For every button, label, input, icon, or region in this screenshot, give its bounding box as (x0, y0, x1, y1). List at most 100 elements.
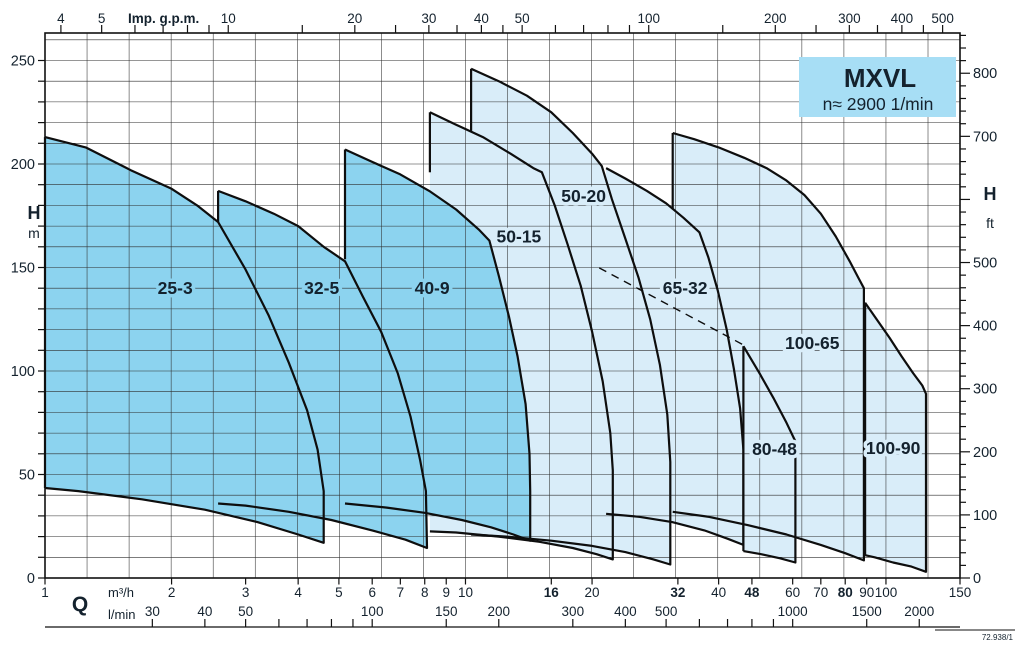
head-ft-label: 400 (973, 319, 997, 335)
envelope-label-40-9: 40-9 (415, 278, 450, 298)
m3h-label: 70 (813, 585, 828, 600)
envelope-outline-25-3 (44, 136, 325, 544)
left-axis-unit-label: m (28, 225, 40, 241)
envelope-outline-50-15 (429, 111, 614, 561)
gpm-label: 20 (347, 11, 362, 26)
head-ft-label: 500 (973, 256, 997, 272)
envelope-outline-80-48 (742, 345, 797, 564)
gpm-label: 300 (838, 11, 861, 26)
lmin-label: 50 (238, 604, 253, 619)
footnote-code: 72.938/1 (982, 633, 1014, 642)
gpm-label: 100 (637, 11, 660, 26)
m3h-label: 4 (294, 585, 302, 600)
envelope-label-100-90: 100-90 (866, 438, 921, 458)
m3h-label: 7 (397, 585, 405, 600)
gpm-label: 4 (57, 11, 65, 26)
envelope-label-100-65: 100-65 (785, 333, 840, 353)
gpm-label: 10 (221, 11, 236, 26)
envelope-label-25-3: 25-3 (158, 278, 193, 298)
m3h-label: 16 (544, 585, 560, 600)
lmin-label: 400 (614, 604, 637, 619)
m3h-label: 48 (744, 585, 760, 600)
envelope-fills (45, 68, 926, 572)
envelope-label-50-20: 50-20 (561, 186, 606, 206)
right-axis-unit-label: ft (986, 215, 994, 231)
head-ft-label: 700 (973, 129, 997, 145)
head-m-label: 50 (19, 468, 35, 484)
model-name: MXVL (844, 63, 916, 93)
gpm-label: 30 (421, 11, 436, 26)
m3h-label: 10 (458, 585, 473, 600)
top-axis-unit-label: Imp. g.p.m. (128, 11, 199, 26)
envelope-fill-80-48 (743, 346, 796, 563)
lmin-label: 2000 (904, 604, 934, 619)
envelope-label-80-48: 80-48 (752, 439, 797, 459)
lmin-label: 300 (562, 604, 585, 619)
m3h-label: 3 (242, 585, 250, 600)
envelope-outline-100-65 (672, 131, 865, 562)
m3h-label: 6 (368, 585, 376, 600)
m3h-label: 20 (585, 585, 600, 600)
head-ft-label: 0 (973, 571, 981, 587)
gpm-label: 500 (931, 11, 954, 26)
head-ft-label: 200 (973, 445, 997, 461)
lmin-label: 1000 (778, 604, 808, 619)
title-box-background (799, 57, 956, 117)
m3h-label: 5 (335, 585, 343, 600)
head-ft-label: 800 (973, 66, 997, 82)
gpm-label: 40 (474, 11, 489, 26)
m3h-label: 40 (711, 585, 726, 600)
lmin-label: 100 (361, 604, 384, 619)
head-ft-label: 100 (973, 508, 997, 524)
head-m-label: 200 (11, 157, 35, 173)
flow-unit-m3h-label: m³/h (108, 585, 134, 600)
lmin-label: 1500 (852, 604, 882, 619)
lmin-label: 200 (488, 604, 511, 619)
m3h-label: 80 (838, 585, 853, 600)
lmin-label: 40 (197, 604, 212, 619)
m3h-label: 9 (442, 585, 450, 600)
head-m-label: 100 (11, 364, 35, 380)
lmin-label: 30 (145, 604, 160, 619)
title-box: MXVL n≈ 2900 1/min (799, 57, 956, 117)
head-m-label: 0 (27, 571, 35, 587)
lmin-label: 150 (435, 604, 458, 619)
flow-axis-label: Q (72, 593, 88, 616)
envelope-outline-100-90 (864, 302, 928, 573)
gpm-label: 200 (764, 11, 787, 26)
right-axis-head-label: H (984, 184, 997, 204)
head-ft-label: 300 (973, 382, 997, 398)
envelope-outline-50-20 (470, 67, 672, 566)
gpm-label: 5 (98, 11, 106, 26)
speed-note: n≈ 2900 1/min (823, 94, 934, 114)
flow-unit-lmin-label: l/min (108, 607, 135, 622)
left-axis-head-label: H (28, 203, 41, 223)
m3h-label: 2 (168, 585, 176, 600)
head-m-label: 250 (11, 54, 35, 70)
grid-lines (45, 33, 960, 578)
footnote-block: 72.938/1 (935, 629, 1015, 642)
envelope-outline-40-9 (344, 148, 532, 542)
head-m-label: 150 (11, 261, 35, 277)
m3h-label: 8 (421, 585, 429, 600)
envelope-label-50-15: 50-15 (497, 226, 542, 246)
m3h-label: 32 (670, 585, 685, 600)
axes-and-ticks: 4 5 10 20 30 40 50 100 200 300 400 5000501001502002… (11, 11, 997, 628)
m3h-label: 1 (41, 585, 49, 600)
envelope-outline-32-5 (217, 189, 429, 550)
gpm-label: 50 (515, 11, 530, 26)
envelope-label-32-5: 32-5 (304, 278, 339, 298)
m3h-label: 90 (859, 585, 874, 600)
envelope-fill-40-9 (345, 149, 531, 541)
lmin-label: 500 (655, 604, 678, 619)
m3h-label: 100 (875, 585, 898, 600)
gpm-label: 400 (891, 11, 914, 26)
axis-captions: Imp. g.p.m. H m H ft Q m³/h l/min (28, 11, 997, 622)
m3h-label: 60 (785, 585, 800, 600)
envelope-outline-65-32 (605, 167, 745, 546)
m3h-label: 150 (949, 585, 972, 600)
envelope-label-65-32: 65-32 (663, 278, 708, 298)
envelope-labels: 50-15 50-20 65-32 100-65 80-48 100-90 25-3 32-5… (154, 183, 924, 463)
